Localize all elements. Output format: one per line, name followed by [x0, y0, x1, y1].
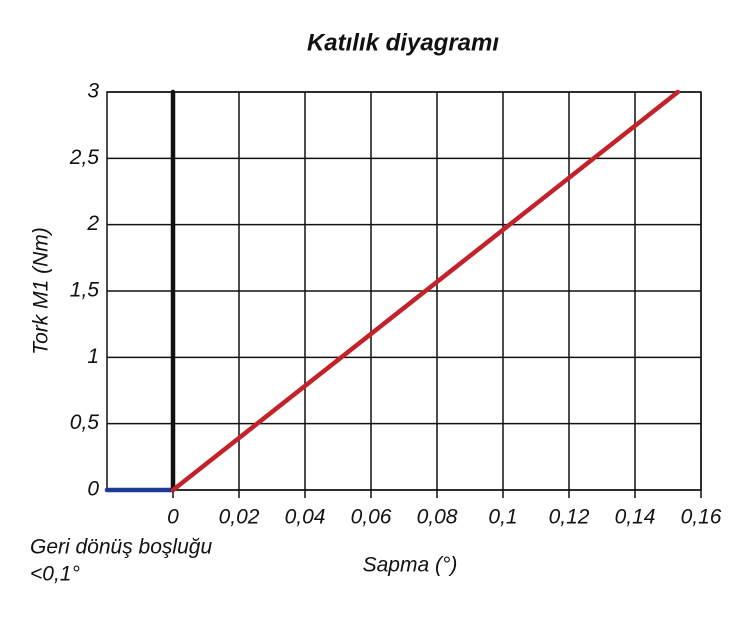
annotation: <0,1° [30, 563, 80, 586]
annotation: Geri dönüş boşluğu [30, 536, 212, 559]
chart-title: Katılık diyagramı [307, 29, 499, 56]
y-tick-label: 0,5 [70, 411, 100, 434]
x-tick-label: 0,12 [549, 506, 590, 529]
x-tick-label: 0,16 [681, 506, 722, 529]
y-axis-label: Tork M1 (Nm) [30, 227, 53, 355]
series-line [170, 89, 681, 493]
x-tick-label: 0,04 [285, 506, 326, 529]
x-tick-label: 0,06 [351, 506, 392, 529]
y-tick-label: 0 [87, 478, 99, 501]
x-tick-label: 0 [167, 506, 179, 529]
y-tick-label: 1,5 [70, 279, 100, 302]
x-tick-label: 0,1 [488, 506, 517, 529]
y-tick-label: 3 [87, 80, 99, 103]
y-tick-label: 2,5 [69, 146, 100, 169]
x-axis-label: Sapma (°) [363, 554, 458, 577]
x-tick-label: 0,14 [615, 506, 656, 529]
x-tick-label: 0,02 [219, 506, 260, 529]
y-tick-label: 1 [87, 345, 99, 368]
y-tick-label: 2 [86, 212, 99, 235]
x-tick-label: 0,08 [417, 506, 458, 529]
